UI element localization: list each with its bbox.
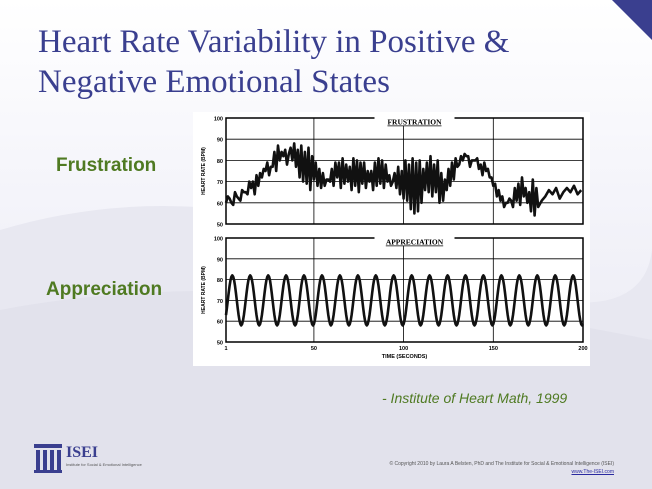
title-line-2: Negative Emotional States xyxy=(38,64,390,100)
appreciation-xlabel: TIME (SECONDS) xyxy=(382,354,428,360)
chart-svg: 50 60 70 80 90 100 HEART RATE (BPM) FRUSTRATION… xyxy=(201,117,588,361)
logo-subtext: Institute for Social & Emotional Intelli… xyxy=(66,462,142,467)
appreciation-ytick-label: 70 xyxy=(217,299,223,305)
frustration-ytick-label: 80 xyxy=(217,159,223,165)
appreciation-ytick-label: 100 xyxy=(214,237,223,243)
appreciation-xtick-label: 150 xyxy=(489,346,498,352)
frustration-ytick-label: 70 xyxy=(217,180,223,186)
appreciation-series-line xyxy=(224,274,585,327)
corner-accent xyxy=(612,0,652,40)
appreciation-chart-title: APPRECIATION xyxy=(386,238,444,247)
logo-text: ISEI xyxy=(66,444,99,461)
appreciation-xtick-label: 1 xyxy=(224,346,227,352)
website-link[interactable]: www.The-ISEI.com xyxy=(571,469,614,475)
appreciation-ylabel: HEART RATE (BPM) xyxy=(201,266,207,314)
frustration-ytick-label: 50 xyxy=(217,223,223,229)
frustration-chart-title: FRUSTRATION xyxy=(387,118,442,127)
frustration-title-bg xyxy=(374,117,455,126)
frustration-label: Frustration xyxy=(56,155,157,176)
page-title: Heart Rate Variability in Positive & Neg… xyxy=(38,22,628,102)
frustration-series-line xyxy=(224,142,583,217)
appreciation-plot-frame xyxy=(225,237,584,343)
appreciation-title-bg xyxy=(374,237,455,246)
appreciation-xtick-label: 200 xyxy=(578,346,587,352)
isei-logo-icon xyxy=(34,444,62,473)
frustration-ytick-label: 90 xyxy=(217,138,223,144)
appreciation-ytick-label: 80 xyxy=(217,278,223,284)
frustration-ytick-label: 100 xyxy=(214,117,223,123)
appreciation-ytick-label: 50 xyxy=(217,341,223,347)
appreciation-label: Appreciation xyxy=(46,279,163,300)
citation: - Institute of Heart Math, 1999 xyxy=(382,390,568,406)
title-line-1: Heart Rate Variability in Positive & xyxy=(38,24,510,60)
heart-rate-charts: 50 60 70 80 90 100 HEART RATE (BPM) FRUSTRATION… xyxy=(193,112,590,366)
appreciation-xtick-label: 50 xyxy=(311,346,317,352)
appreciation-xtick-label: 100 xyxy=(399,346,408,352)
appreciation-ytick-label: 90 xyxy=(217,257,223,263)
frustration-ylabel: HEART RATE (BPM) xyxy=(201,147,207,195)
copyright-text: © Copyright 2010 by Laura A Belsten, PhD… xyxy=(389,461,614,467)
frustration-ytick-label: 60 xyxy=(217,201,223,207)
appreciation-ytick-label: 60 xyxy=(217,320,223,326)
